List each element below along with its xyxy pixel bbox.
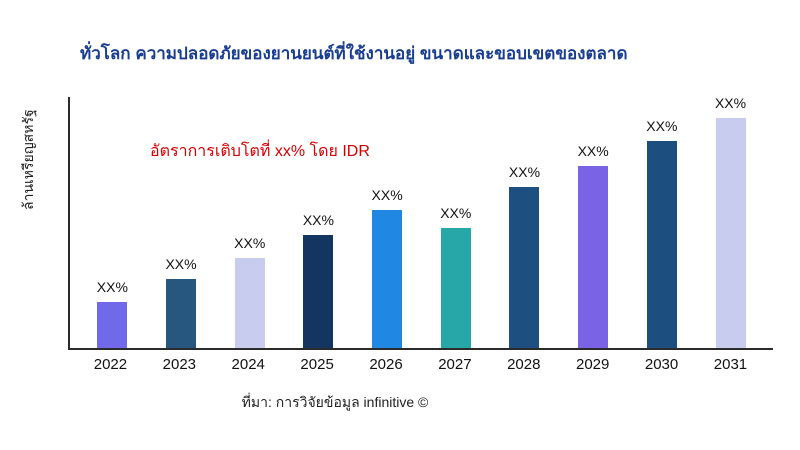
bar-value-label: XX%	[646, 118, 678, 134]
bar-group-2023: XX%	[147, 256, 215, 348]
bar-2024	[234, 258, 265, 348]
bar-value-label: XX%	[96, 279, 128, 295]
bar-2031	[715, 118, 746, 348]
bar-group-2028: XX%	[490, 164, 558, 348]
bar-value-label: XX%	[577, 143, 609, 159]
bar-group-2029: XX%	[559, 143, 627, 348]
bar-group-2026: XX%	[353, 187, 421, 348]
bar-group-2025: XX%	[284, 212, 352, 348]
bar-group-2031: XX%	[697, 95, 765, 348]
x-tick-2023: 2023	[162, 356, 197, 373]
bar-value-label: XX%	[165, 256, 197, 272]
bar-2023	[166, 279, 197, 348]
bar-value-label: XX%	[508, 164, 541, 180]
plot-area: อัตราการเติบโตที่ xx% โดย IDR XX% XX% XX% X…	[68, 95, 773, 350]
bar-value-label: XX%	[714, 95, 747, 111]
bar-2027	[440, 228, 471, 348]
x-tick-2028: 2028	[507, 356, 541, 373]
bar-2022	[97, 302, 128, 348]
x-tick-2026: 2026	[369, 356, 403, 373]
bar-value-label: XX%	[234, 235, 266, 251]
x-axis-tick-row: 2022 2023 2024 2025 2026 2027 2028 2029 2030 2031	[68, 356, 773, 373]
bar-group-2027: XX%	[422, 205, 490, 348]
x-tick-2027: 2027	[438, 356, 472, 373]
x-tick-2022: 2022	[93, 356, 128, 373]
growth-annotation: อัตราการเติบโตที่ xx% โดย IDR	[150, 143, 370, 160]
bar-2025	[303, 235, 334, 348]
bar-2030	[646, 141, 677, 348]
bar-group-2030: XX%	[628, 118, 696, 348]
bar-2026	[372, 210, 403, 348]
x-tick-2029: 2029	[575, 356, 610, 373]
bar-2029	[578, 166, 609, 348]
bar-2028	[509, 187, 540, 348]
x-tick-2030: 2030	[644, 356, 679, 373]
bars-container: XX% XX% XX% XX% XX% XX% XX% XX% XX% XX%	[70, 95, 773, 348]
x-tick-2031: 2031	[713, 356, 748, 373]
bar-group-2024: XX%	[216, 235, 284, 348]
bar-group-2022: XX%	[78, 279, 146, 348]
x-tick-2024: 2024	[231, 356, 265, 373]
source-note: ที่มา: การวิจัยข้อมูล infinitive ©	[241, 394, 429, 410]
x-tick-2025: 2025	[300, 356, 334, 373]
bar-value-label: XX%	[371, 187, 403, 203]
bar-value-label: XX%	[302, 212, 334, 228]
y-axis-label: ล้านเหรียญสหรัฐ	[20, 109, 36, 210]
chart-title: ทั่วโลก ความปลอดภัยของยานยนต์ที่ใช้งานอย…	[80, 44, 628, 63]
bar-value-label: XX%	[440, 205, 472, 221]
